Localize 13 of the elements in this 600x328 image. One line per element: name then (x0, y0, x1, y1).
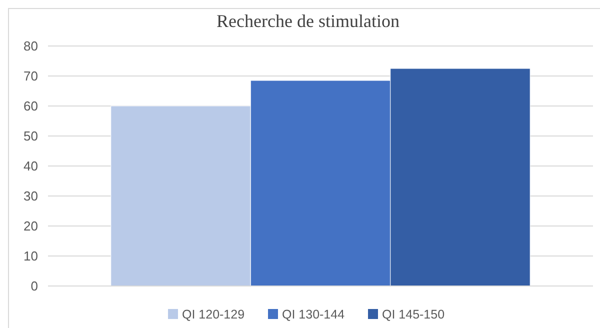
chart-title: Recherche de stimulation (216, 11, 400, 31)
y-tick-label: 60 (24, 98, 38, 114)
y-tick-label: 80 (24, 38, 38, 54)
y-tick-label: 40 (24, 158, 38, 174)
y-tick-label: 10 (24, 248, 38, 264)
y-tick-label: 20 (24, 218, 38, 234)
y-tick-label: 70 (24, 68, 38, 84)
legend-label: QI 120-129 (182, 307, 245, 322)
legend-label: QI 145-150 (382, 307, 445, 322)
y-tick-label: 30 (24, 188, 38, 204)
y-tick-label: 50 (24, 128, 38, 144)
legend-label: QI 130-144 (282, 307, 345, 322)
y-tick-label: 0 (30, 278, 38, 294)
